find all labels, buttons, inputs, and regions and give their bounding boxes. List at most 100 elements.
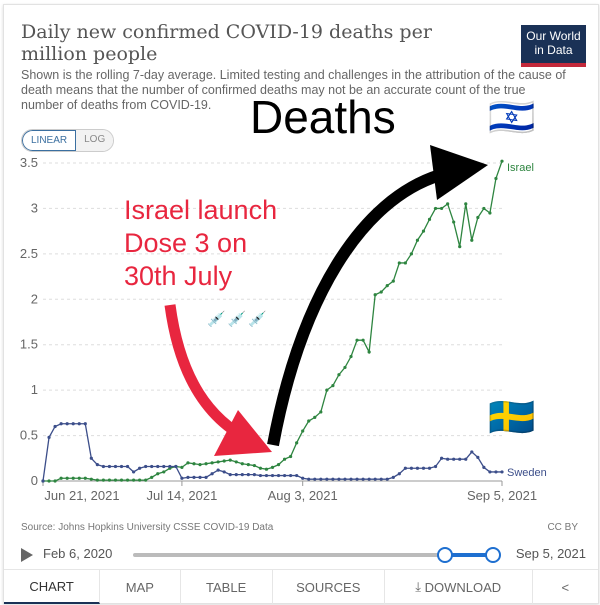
- data-point: [119, 464, 124, 469]
- data-point: [440, 206, 444, 211]
- timeline-slider[interactable]: [133, 547, 501, 563]
- data-point: [391, 279, 395, 283]
- data-point: [125, 478, 130, 482]
- data-point: [222, 459, 226, 463]
- data-point: [198, 463, 202, 467]
- data-point: [421, 466, 426, 470]
- data-point: [337, 373, 341, 377]
- data-point: [289, 454, 293, 459]
- series-label: Sweden: [507, 467, 547, 479]
- data-point: [77, 422, 81, 426]
- data-point: [156, 464, 160, 469]
- license-text[interactable]: CC BY: [547, 522, 578, 533]
- data-point: [476, 215, 480, 220]
- data-point: [488, 211, 492, 215]
- data-point: [113, 464, 118, 469]
- owid-logo[interactable]: Our World in Data: [521, 25, 586, 67]
- data-point: [59, 422, 63, 426]
- data-point: [319, 477, 323, 481]
- tab-bar: CHART MAP TABLE SOURCES ⤓ DOWNLOAD <: [4, 569, 598, 604]
- y-tick-label: 0.5: [20, 428, 38, 443]
- data-point: [65, 422, 69, 426]
- y-tick-label: 1: [31, 382, 38, 397]
- scale-toggle: LINEAR LOG: [21, 129, 115, 152]
- data-point: [107, 464, 112, 469]
- data-point: [246, 473, 250, 477]
- data-point: [446, 457, 450, 461]
- data-point: [204, 475, 208, 479]
- data-point: [427, 217, 432, 221]
- data-point: [174, 464, 178, 469]
- data-point: [367, 477, 371, 481]
- y-tick-label: 2: [31, 291, 38, 306]
- data-point: [186, 461, 190, 465]
- timeline-range[interactable]: [445, 553, 493, 557]
- data-point: [458, 457, 462, 461]
- data-point: [361, 338, 365, 342]
- tab-chart[interactable]: CHART: [4, 570, 101, 604]
- dose3-annotation: Israel launch Dose 3 on 30th July: [124, 195, 278, 291]
- log-button[interactable]: LOG: [76, 130, 114, 151]
- data-point: [458, 244, 462, 249]
- data-point: [452, 220, 456, 224]
- end-handle[interactable]: [485, 547, 501, 563]
- data-point: [415, 238, 420, 242]
- data-point: [168, 464, 172, 469]
- data-point: [476, 455, 480, 459]
- tab-map[interactable]: MAP: [100, 570, 181, 604]
- deaths-annotation: Deaths: [250, 91, 396, 143]
- data-point: [95, 463, 99, 467]
- syringe-icon: 💉💉💉: [207, 311, 270, 328]
- data-point: [415, 466, 420, 470]
- data-point: [373, 477, 377, 481]
- data-point: [180, 476, 184, 480]
- share-icon: <: [561, 579, 570, 595]
- data-point: [295, 473, 299, 478]
- data-point: [83, 422, 87, 426]
- data-point: [325, 477, 329, 481]
- data-point: [349, 477, 353, 481]
- data-point: [131, 478, 136, 482]
- download-icon: ⤓: [415, 579, 425, 594]
- data-point: [295, 441, 299, 445]
- data-point: [319, 410, 323, 414]
- data-point: [156, 472, 160, 476]
- data-point: [464, 202, 468, 206]
- data-point: [246, 463, 250, 467]
- data-point: [446, 202, 450, 206]
- chart-title: Daily new confirmed COVID-19 deaths per …: [21, 21, 432, 65]
- x-tick-label: Aug 3, 2021: [268, 488, 338, 503]
- data-point: [258, 473, 263, 478]
- data-point: [276, 463, 281, 467]
- data-point: [150, 464, 154, 469]
- data-point: [379, 290, 383, 294]
- tab-table[interactable]: TABLE: [181, 570, 273, 604]
- share-button[interactable]: <: [533, 570, 598, 604]
- start-handle[interactable]: [437, 547, 453, 563]
- y-tick-label: 2.5: [20, 246, 38, 261]
- linear-button[interactable]: LINEAR: [22, 130, 77, 151]
- play-icon[interactable]: [21, 548, 33, 562]
- data-point: [494, 176, 498, 181]
- tab-sources[interactable]: SOURCES: [273, 570, 385, 604]
- tab-download[interactable]: ⤓ DOWNLOAD: [385, 570, 533, 604]
- data-point: [71, 476, 75, 480]
- data-point: [373, 293, 377, 297]
- data-point: [482, 206, 486, 211]
- data-point: [186, 475, 190, 479]
- chart-subtitle: Shown is the rolling 7-day average. Limi…: [21, 68, 566, 112]
- data-point: [59, 476, 63, 480]
- data-point: [433, 206, 438, 211]
- data-point: [89, 456, 93, 460]
- data-point: [228, 458, 232, 462]
- data-point: [500, 159, 504, 163]
- data-point: [397, 472, 401, 476]
- israel-flag-icon: 🇮🇱: [488, 97, 536, 139]
- data-point: [216, 460, 220, 464]
- data-point: [138, 478, 142, 482]
- data-point: [385, 477, 389, 481]
- source-text[interactable]: Source: Johns Hopkins University CSSE CO…: [21, 522, 274, 533]
- data-point: [95, 478, 99, 482]
- data-point: [234, 473, 238, 477]
